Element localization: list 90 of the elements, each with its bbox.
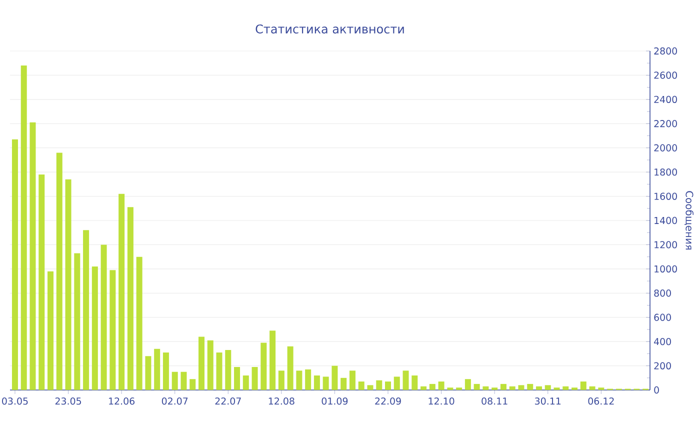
- x-tick-label: 12.10: [428, 398, 454, 405]
- y-tick-label: 2400: [654, 96, 677, 104]
- y-tick-label: 400: [654, 338, 671, 346]
- y-tick-label: 1400: [654, 216, 677, 224]
- bar: [402, 370, 409, 390]
- bar: [110, 270, 116, 390]
- bar: [65, 179, 72, 390]
- bar: [474, 384, 480, 390]
- bar: [358, 382, 364, 390]
- bar: [332, 366, 338, 390]
- bar: [544, 385, 551, 390]
- bar: [225, 350, 232, 390]
- y-tick-label: 1000: [654, 265, 677, 273]
- bar: [242, 375, 249, 390]
- bar: [527, 384, 534, 390]
- bar: [145, 356, 152, 390]
- y-tick-label: 1200: [654, 241, 677, 248]
- bar: [589, 386, 596, 390]
- y-tick-label: 2200: [654, 120, 677, 128]
- x-tick-label: 02.07: [162, 398, 188, 405]
- bar: [74, 253, 80, 390]
- bar: [30, 122, 36, 390]
- bar: [172, 372, 178, 390]
- x-tick-label: 06.12: [588, 398, 614, 405]
- bar: [412, 375, 418, 390]
- y-tick-label: 1600: [654, 192, 677, 200]
- x-tick-label: 12.08: [268, 398, 294, 405]
- bar: [349, 370, 356, 390]
- bar: [136, 256, 142, 390]
- bar: [536, 386, 542, 390]
- x-tick-label: 03.05: [2, 398, 28, 405]
- bar: [340, 378, 347, 390]
- bar: [38, 174, 45, 390]
- bar: [296, 370, 302, 390]
- bar: [48, 271, 54, 390]
- bar: [190, 379, 196, 390]
- x-tick-label: 22.07: [215, 398, 241, 405]
- y-tick-label: 1800: [654, 168, 677, 176]
- bar: [376, 380, 382, 390]
- bar: [287, 346, 294, 390]
- bar: [385, 382, 392, 390]
- bar: [464, 379, 471, 390]
- y-tick-label: 0: [654, 386, 659, 394]
- x-tick-label: 23.05: [55, 398, 81, 405]
- x-tick-label: 08.11: [482, 398, 508, 405]
- bar: [100, 244, 107, 390]
- bar: [482, 386, 489, 390]
- bar: [420, 386, 427, 390]
- bar: [154, 348, 160, 390]
- bar: [367, 385, 374, 390]
- bar: [118, 194, 125, 390]
- bar: [305, 369, 312, 390]
- y-tick-label: 2800: [654, 47, 677, 55]
- bar: [198, 336, 204, 390]
- y-tick-label: 2600: [654, 72, 677, 79]
- bar: [438, 382, 444, 390]
- bar: [500, 384, 506, 390]
- bar: [562, 386, 569, 390]
- bar: [394, 376, 400, 390]
- x-tick-label: 22.09: [375, 398, 401, 405]
- bar: [12, 139, 18, 390]
- bar: [314, 375, 320, 390]
- bar: [260, 342, 267, 390]
- bar: [234, 366, 240, 390]
- bar: [278, 370, 284, 390]
- x-tick-label: 30.11: [535, 398, 561, 405]
- bar: [20, 66, 27, 390]
- y-tick-label: 800: [654, 290, 671, 297]
- y-tick-label: 2000: [654, 144, 677, 152]
- bar: [216, 352, 222, 390]
- bar: [56, 152, 62, 390]
- chart-title: Статистика активности: [256, 24, 404, 34]
- bar: [518, 385, 524, 390]
- bar: [580, 382, 586, 390]
- bar: [252, 366, 258, 390]
- bar: [180, 372, 187, 390]
- x-tick-label: 12.06: [109, 398, 134, 405]
- bar: [127, 207, 134, 390]
- bar: [429, 384, 436, 390]
- x-tick-label: 01.09: [322, 398, 348, 405]
- bar: [509, 386, 516, 390]
- bar: [322, 376, 329, 390]
- bar: [83, 230, 90, 390]
- y-tick-label: 200: [654, 362, 671, 370]
- bar: [270, 330, 276, 390]
- bar: [92, 266, 98, 390]
- y-tick-label: 600: [654, 314, 671, 321]
- bar: [162, 352, 169, 390]
- y-axis-title: Сообщения: [684, 191, 694, 250]
- bar: [207, 340, 214, 390]
